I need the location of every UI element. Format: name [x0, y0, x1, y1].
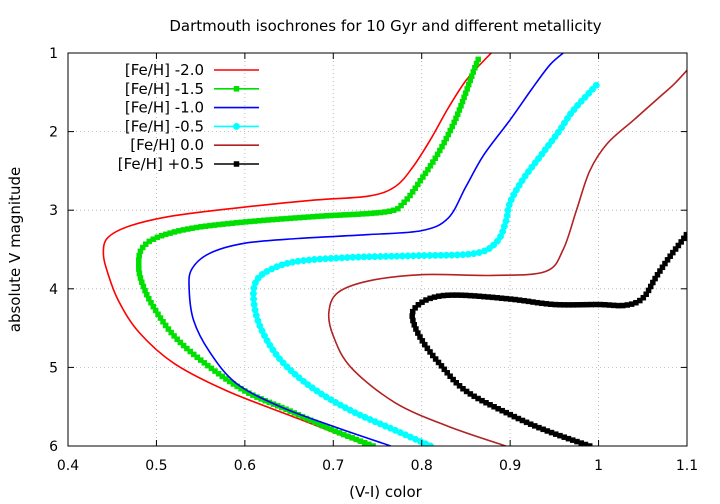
y-tick-label: 5 — [49, 360, 58, 376]
x-tick-label: 0.6 — [234, 458, 256, 474]
series-line — [252, 82, 600, 446]
tick-layer: 0.4 0.5 0.6 0.7 0.8 0.9 1 1.1 1 2 3 4 5 6 — [49, 46, 698, 474]
series-line — [188, 53, 564, 446]
data-point — [201, 360, 208, 366]
series-3 — [249, 81, 600, 446]
series-4 — [327, 69, 687, 446]
data-point — [197, 357, 204, 363]
y-tick-label: 3 — [49, 203, 58, 219]
data-point — [194, 354, 200, 361]
data-point — [683, 231, 687, 238]
data-point — [475, 56, 481, 63]
data-point — [143, 241, 149, 247]
data-point — [398, 202, 404, 209]
x-tick-label: 0.7 — [322, 458, 344, 474]
data-point — [453, 380, 460, 386]
data-point — [456, 383, 463, 389]
data-point — [168, 329, 174, 336]
series-line — [327, 69, 687, 446]
data-point — [438, 363, 445, 369]
legend-label: [Fe/H] 0.0 — [130, 136, 204, 154]
data-point — [460, 386, 466, 392]
legend-label: [Fe/H] -1.0 — [125, 99, 204, 117]
legend-label: [Fe/H] -0.5 — [125, 117, 204, 135]
data-point — [450, 376, 456, 383]
x-tick-label: 1.1 — [676, 458, 698, 474]
data-point — [171, 333, 177, 339]
x-axis-label: (V-I) color — [349, 483, 422, 501]
data-point — [672, 246, 679, 252]
legend-marker — [233, 86, 240, 92]
series-5 — [409, 231, 687, 446]
data-point — [441, 366, 448, 373]
legend-marker — [233, 122, 240, 130]
data-point — [190, 351, 197, 358]
legend-label: [Fe/H] +0.5 — [118, 155, 204, 173]
data-point — [370, 443, 376, 446]
x-tick-label: 0.8 — [411, 458, 433, 474]
series-1 — [135, 56, 481, 446]
series-0 — [102, 53, 493, 446]
legend-label: [Fe/H] -1.5 — [125, 80, 204, 98]
data-point — [430, 352, 436, 359]
series-line — [102, 53, 493, 446]
data-point — [184, 345, 190, 352]
data-point — [404, 196, 410, 202]
series-2 — [188, 53, 564, 446]
series-layer — [102, 53, 687, 446]
data-point — [586, 443, 593, 446]
y-tick-label: 6 — [49, 439, 58, 455]
y-tick-label: 4 — [49, 282, 58, 298]
data-point — [140, 244, 146, 251]
data-point — [432, 356, 439, 362]
x-tick-label: 0.4 — [57, 458, 79, 474]
data-point — [177, 339, 184, 346]
data-point — [180, 342, 187, 349]
data-point — [395, 205, 401, 212]
y-tick-label: 2 — [49, 125, 58, 141]
y-axis-label: absolute V magnitude — [6, 167, 24, 332]
legend: [Fe/H] -2.0[Fe/H] -1.5[Fe/H] -1.0[Fe/H] … — [118, 61, 259, 173]
x-tick-label: 0.9 — [499, 458, 521, 474]
legend-label: [Fe/H] -2.0 — [125, 61, 204, 79]
data-point — [640, 294, 647, 301]
data-point — [675, 242, 682, 249]
data-point — [447, 373, 453, 379]
data-point — [637, 297, 643, 304]
data-point — [187, 348, 194, 355]
data-point — [205, 362, 211, 369]
data-point — [412, 305, 418, 311]
legend-marker — [233, 161, 240, 167]
y-tick-label: 1 — [49, 46, 58, 62]
plot-frame — [67, 52, 688, 447]
series-line — [411, 233, 687, 446]
x-tick-label: 1 — [594, 458, 603, 474]
data-point — [592, 81, 600, 89]
grid — [68, 53, 687, 446]
chart-title: Dartmouth isochrones for 10 Gyr and diff… — [169, 17, 601, 35]
data-point — [401, 199, 407, 206]
x-tick-label: 0.5 — [145, 458, 167, 474]
data-point — [174, 336, 180, 342]
data-point — [444, 370, 450, 376]
data-point — [435, 359, 442, 366]
